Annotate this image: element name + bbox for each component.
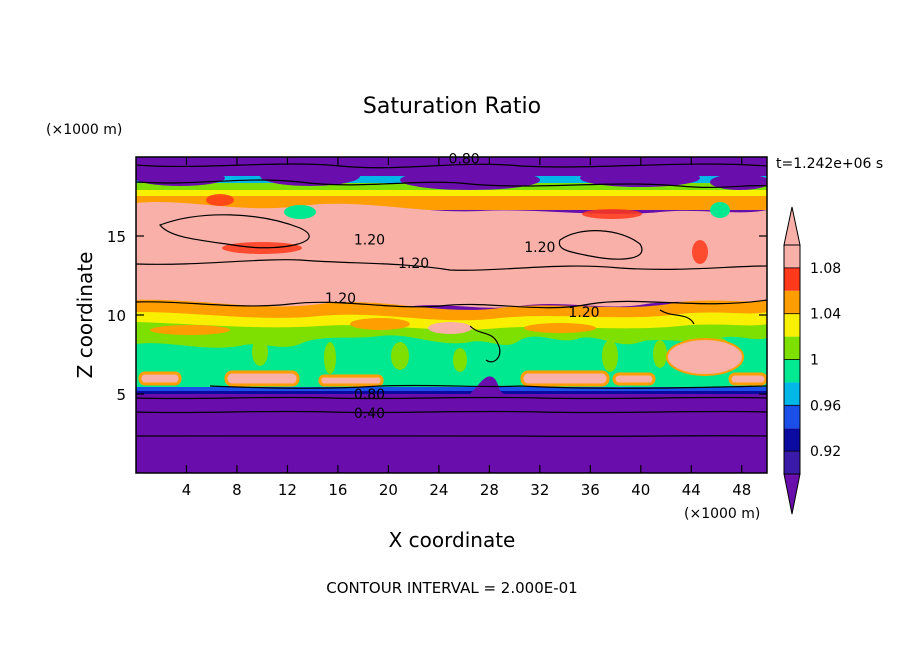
colorbar-segment — [784, 267, 800, 291]
y-axis-title: Z coordinate — [73, 252, 97, 379]
y-tick-label: 5 — [116, 386, 126, 404]
z-unit-label: (×1000 m) — [46, 122, 122, 138]
x-tick-label: 12 — [278, 481, 297, 499]
x-tick-label: 40 — [631, 481, 650, 499]
colorbar-tick-label: 0.92 — [810, 444, 841, 460]
colorbar: 0.92 0.96 1 1.04 1.08 — [783, 206, 841, 515]
contour-label: 0.40 — [354, 406, 385, 422]
colorbar-tick-label: 0.96 — [810, 398, 841, 414]
y-axis: 5 10 15 — [107, 228, 767, 404]
contour-lines — [136, 163, 767, 437]
y-tick-label: 10 — [107, 307, 126, 325]
chart-title: Saturation Ratio — [363, 94, 541, 119]
colorbar-tick-label: 1.04 — [810, 307, 841, 323]
x-tick-label: 20 — [379, 481, 398, 499]
x-axis-title: X coordinate — [389, 528, 516, 552]
colorbar-segment — [784, 428, 800, 452]
colorbar-segment — [784, 451, 800, 474]
colorbar-segment — [784, 359, 800, 383]
contour-label: 1.20 — [398, 256, 429, 272]
y-tick-label: 15 — [107, 228, 126, 246]
x-tick-label: 24 — [429, 481, 448, 499]
colorbar-tick-label: 1.08 — [810, 261, 841, 277]
colorbar-tick-label: 1 — [810, 353, 819, 369]
x-tick-label: 4 — [182, 481, 192, 499]
colorbar-segment — [784, 382, 800, 406]
colorbar-under-triangle — [783, 473, 801, 515]
x-tick-label: 36 — [581, 481, 600, 499]
colorbar-segment — [784, 336, 800, 360]
colorbar-over-triangle — [783, 206, 801, 246]
colorbar-segment — [784, 313, 800, 337]
colorbar-segment — [784, 290, 800, 314]
colorbar-segment — [784, 405, 800, 429]
x-unit-label: (×1000 m) — [684, 506, 760, 522]
contour-label: 1.20 — [354, 232, 385, 248]
contour-interval-label: CONTOUR INTERVAL = 2.000E-01 — [326, 579, 577, 597]
x-tick-label: 8 — [232, 481, 242, 499]
x-tick-label: 28 — [480, 481, 499, 499]
time-label: t=1.242e+06 s — [776, 156, 883, 172]
contour-label: 1.20 — [325, 291, 356, 307]
contour-label: 0.80 — [354, 387, 385, 403]
x-tick-label: 16 — [328, 481, 347, 499]
x-axis: 4 8 12 16 20 24 28 32 36 40 44 48 — [182, 157, 751, 499]
x-tick-label: 32 — [530, 481, 549, 499]
x-tick-label: 44 — [682, 481, 701, 499]
contour-labels: 0.80 1.20 1.20 1.20 1.20 1.20 0.80 0.40 — [325, 152, 600, 422]
colorbar-segment — [784, 245, 800, 268]
contour-label: 0.80 — [449, 152, 480, 168]
x-tick-label: 48 — [732, 481, 751, 499]
contour-label: 1.20 — [568, 305, 599, 321]
contour-label: 1.20 — [524, 240, 555, 256]
